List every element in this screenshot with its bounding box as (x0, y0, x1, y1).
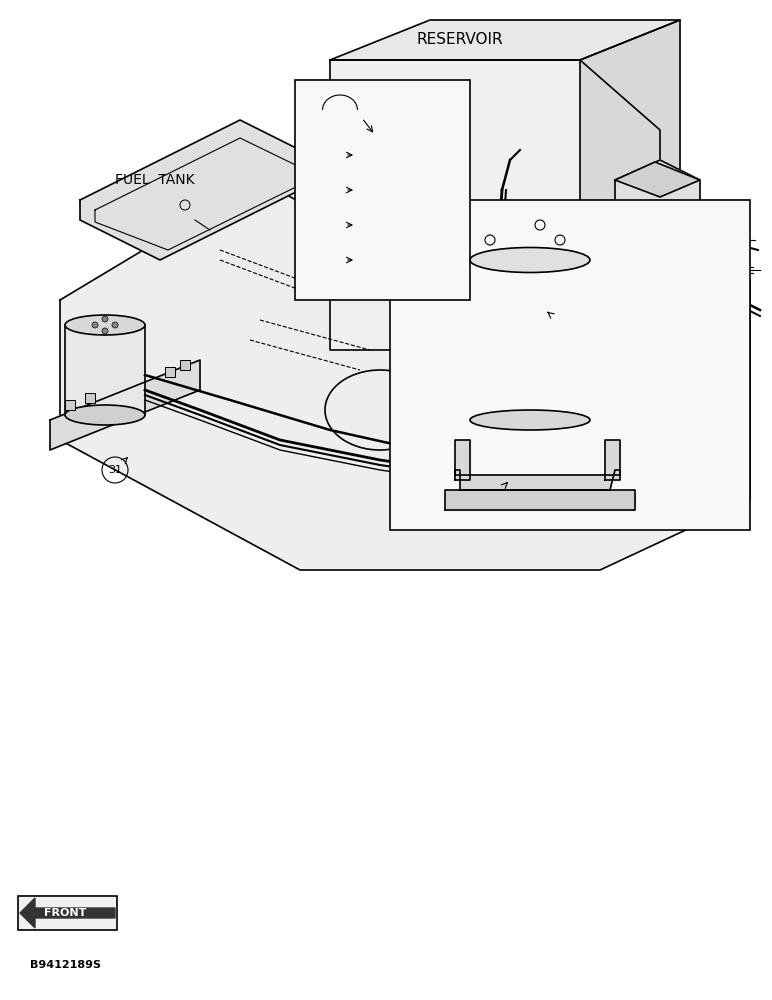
Text: RESERVOIR: RESERVOIR (417, 32, 503, 47)
Bar (85, 393, 95, 403)
Polygon shape (615, 160, 700, 240)
Text: 33: 33 (538, 488, 552, 498)
FancyBboxPatch shape (295, 80, 470, 300)
Polygon shape (50, 360, 200, 450)
Text: FRONT: FRONT (44, 908, 86, 918)
Polygon shape (605, 440, 620, 480)
Polygon shape (330, 60, 660, 350)
Polygon shape (445, 490, 635, 510)
Bar (65, 325, 145, 415)
Polygon shape (330, 20, 680, 60)
Text: 28: 28 (323, 150, 337, 160)
Text: 30: 30 (323, 220, 337, 230)
Bar (180, 360, 190, 370)
Text: 27: 27 (353, 100, 367, 110)
Ellipse shape (65, 405, 145, 425)
Polygon shape (20, 898, 115, 928)
Text: 31: 31 (108, 465, 122, 475)
Circle shape (112, 322, 118, 328)
Circle shape (102, 328, 108, 334)
Polygon shape (60, 180, 750, 570)
FancyBboxPatch shape (18, 896, 117, 930)
FancyBboxPatch shape (390, 200, 750, 530)
Text: 31: 31 (323, 255, 337, 265)
Polygon shape (455, 440, 470, 480)
Polygon shape (580, 20, 680, 280)
Polygon shape (615, 162, 700, 197)
Circle shape (92, 322, 98, 328)
Text: B9412189S: B9412189S (30, 960, 101, 970)
Polygon shape (455, 470, 620, 490)
Polygon shape (80, 120, 320, 260)
Text: FUEL  TANK: FUEL TANK (115, 173, 195, 187)
Ellipse shape (65, 315, 145, 335)
Ellipse shape (470, 410, 590, 430)
Text: 29: 29 (323, 185, 337, 195)
Text: 31: 31 (553, 315, 567, 325)
Bar (165, 367, 175, 377)
Ellipse shape (470, 247, 590, 272)
Circle shape (102, 316, 108, 322)
Bar (65, 400, 75, 410)
Text: 26: 26 (403, 105, 417, 115)
Text: 32: 32 (493, 488, 507, 498)
